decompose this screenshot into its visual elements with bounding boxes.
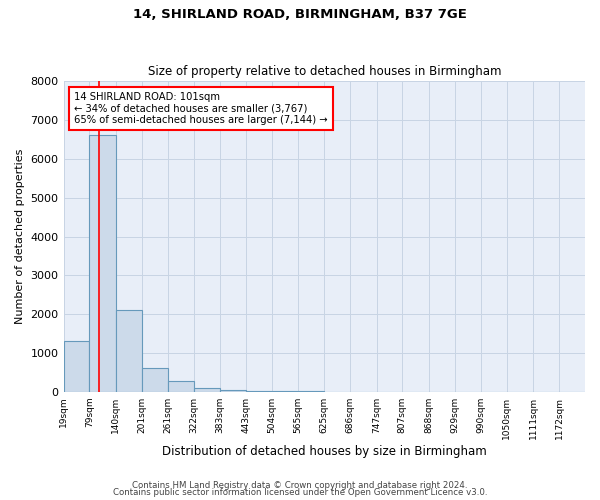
Bar [220,390,246,392]
Bar [167,381,194,392]
Bar [142,368,167,392]
Bar [246,390,272,392]
Text: 14 SHIRLAND ROAD: 101sqm
← 34% of detached houses are smaller (3,767)
65% of sem: 14 SHIRLAND ROAD: 101sqm ← 34% of detach… [74,92,328,125]
Text: Contains public sector information licensed under the Open Government Licence v3: Contains public sector information licen… [113,488,487,497]
Bar [194,388,220,392]
Bar [64,342,89,392]
Text: Contains HM Land Registry data © Crown copyright and database right 2024.: Contains HM Land Registry data © Crown c… [132,480,468,490]
X-axis label: Distribution of detached houses by size in Birmingham: Distribution of detached houses by size … [162,444,487,458]
Text: 14, SHIRLAND ROAD, BIRMINGHAM, B37 7GE: 14, SHIRLAND ROAD, BIRMINGHAM, B37 7GE [133,8,467,20]
Bar [272,391,298,392]
Title: Size of property relative to detached houses in Birmingham: Size of property relative to detached ho… [148,66,501,78]
Bar [89,136,116,392]
Y-axis label: Number of detached properties: Number of detached properties [15,149,25,324]
Bar [116,310,142,392]
